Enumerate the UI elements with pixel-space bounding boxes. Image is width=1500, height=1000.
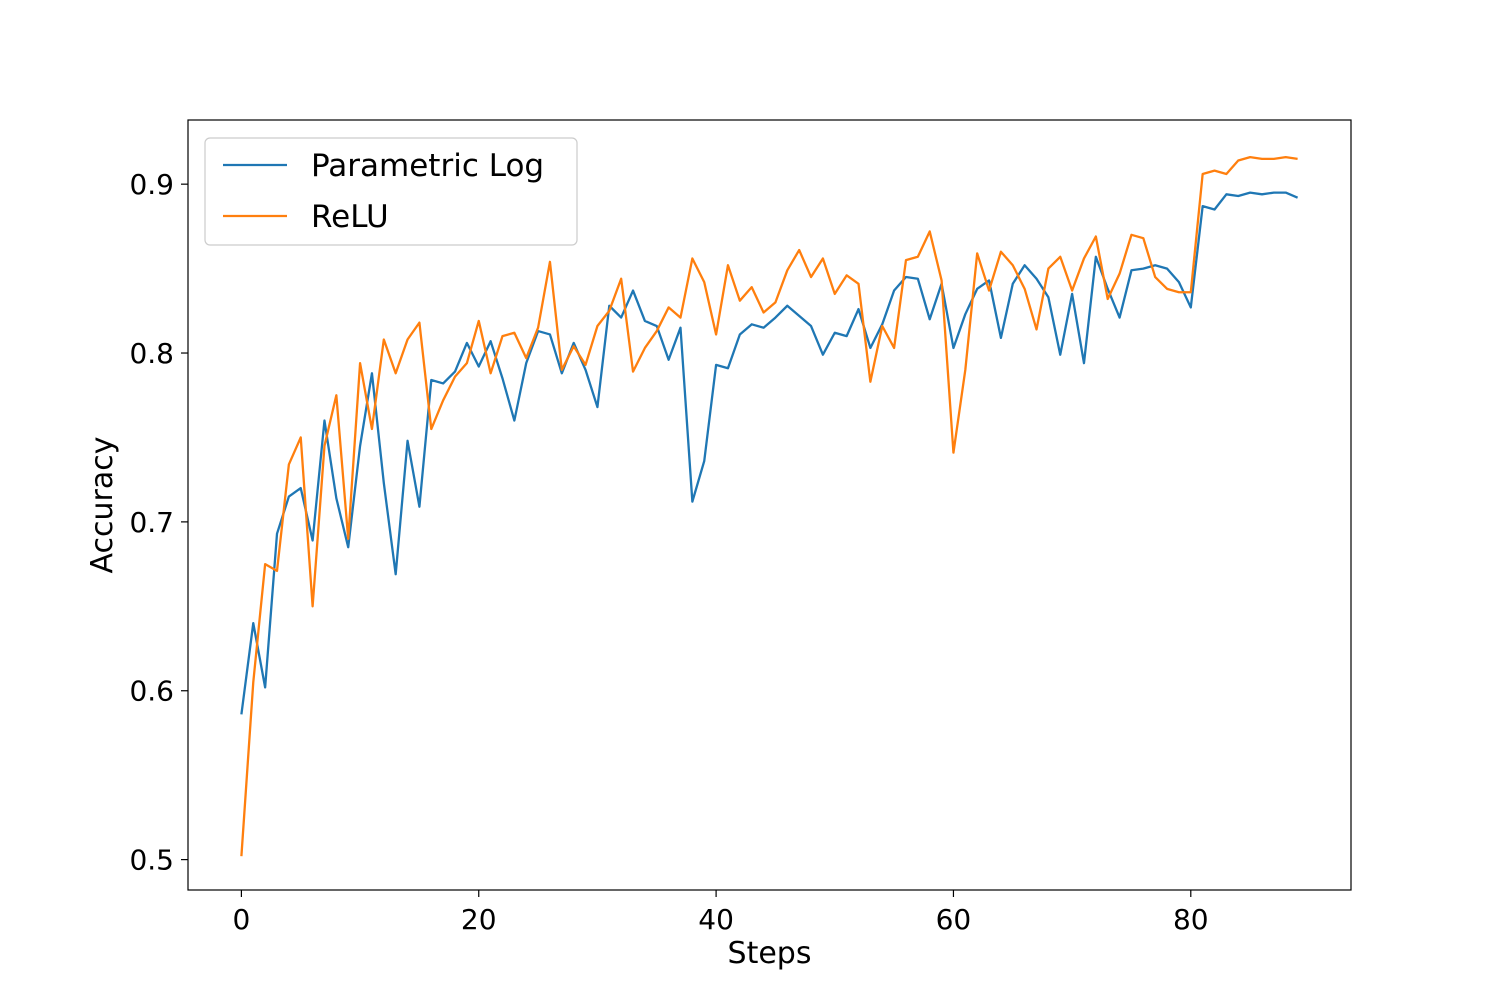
x-tick-label: 0 (232, 903, 250, 936)
x-tick-label: 40 (698, 903, 734, 936)
x-tick-label: 20 (461, 903, 497, 936)
series-line-parametric-log (240, 191, 1299, 715)
legend-box (204, 137, 578, 246)
y-tick-label: 0.7 (129, 506, 174, 539)
legend-entry-parametric-log: Parametric Log (311, 148, 544, 184)
x-axis-label: Steps (728, 936, 812, 971)
series-line-relu (240, 155, 1298, 857)
y-tick-label: 0.9 (129, 168, 174, 201)
series-layer (240, 155, 1299, 857)
legend: Parametric Log ReLU (204, 137, 578, 246)
y-tick-label: 0.8 (129, 337, 174, 370)
y-axis-ticks: 0.5 0.6 0.7 0.8 0.9 (129, 168, 188, 877)
plot-frame (187, 119, 1352, 891)
x-tick-label: 60 (936, 903, 972, 936)
y-tick-label: 0.6 (129, 675, 174, 708)
x-tick-label: 80 (1173, 903, 1209, 936)
x-axis-ticks: 0 20 40 60 80 (232, 890, 1209, 936)
y-tick-label: 0.5 (129, 844, 174, 877)
legend-entry-relu: ReLU (311, 199, 389, 235)
y-axis-label: Accuracy (85, 437, 120, 574)
